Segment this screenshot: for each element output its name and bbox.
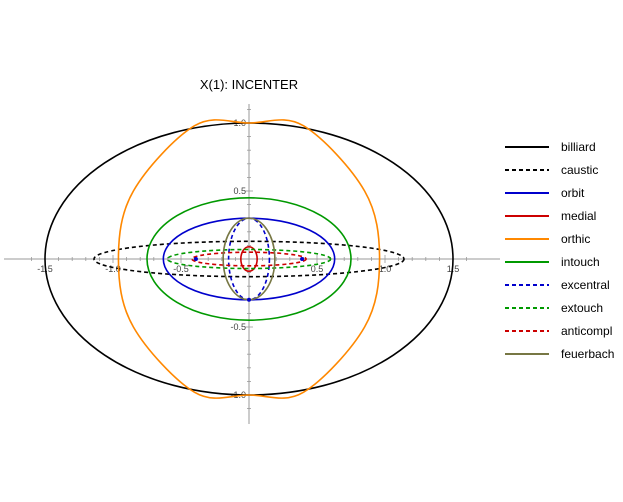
chart-title: X(1): INCENTER — [200, 77, 298, 92]
orbit-point — [247, 297, 251, 302]
legend-label-orbit: orbit — [561, 186, 585, 200]
legend-label-anticompl: anticompl — [561, 324, 612, 338]
x-tick-label: -1.0 — [105, 264, 121, 274]
legend-label-excentral: excentral — [561, 278, 610, 292]
y-tick-label: -0.5 — [230, 322, 246, 332]
curve-intouch — [146, 197, 352, 322]
legend: billiard caustic orbit medial orthic intouch e… — [505, 140, 614, 361]
curve-medial — [240, 245, 258, 273]
curve-anticompl — [191, 251, 307, 267]
legend-label-feuerbach: feuerbach — [561, 347, 614, 361]
legend-label-medial: medial — [561, 209, 596, 223]
orbit-point — [193, 257, 198, 261]
legend-label-extouch: extouch — [561, 301, 603, 315]
curves — [44, 119, 454, 399]
legend-label-intouch: intouch — [561, 255, 600, 269]
legend-label-caustic: caustic — [561, 163, 598, 177]
orbit-point — [300, 257, 305, 261]
x-tick-label: 1.0 — [379, 264, 392, 274]
curve-extouch — [166, 248, 332, 270]
legend-label-orthic: orthic — [561, 232, 590, 246]
y-tick-label: 0.5 — [233, 186, 246, 196]
x-tick-label: 0.5 — [311, 264, 324, 274]
curve-caustic — [93, 240, 405, 278]
axes: -1.5 -1.0 -0.5 0.5 1.0 1.51.00.5-0.5-1.0 — [4, 104, 500, 424]
x-tick-label: -0.5 — [173, 264, 189, 274]
curve-orthic — [117, 119, 381, 399]
legend-label-billiard: billiard — [561, 140, 596, 154]
